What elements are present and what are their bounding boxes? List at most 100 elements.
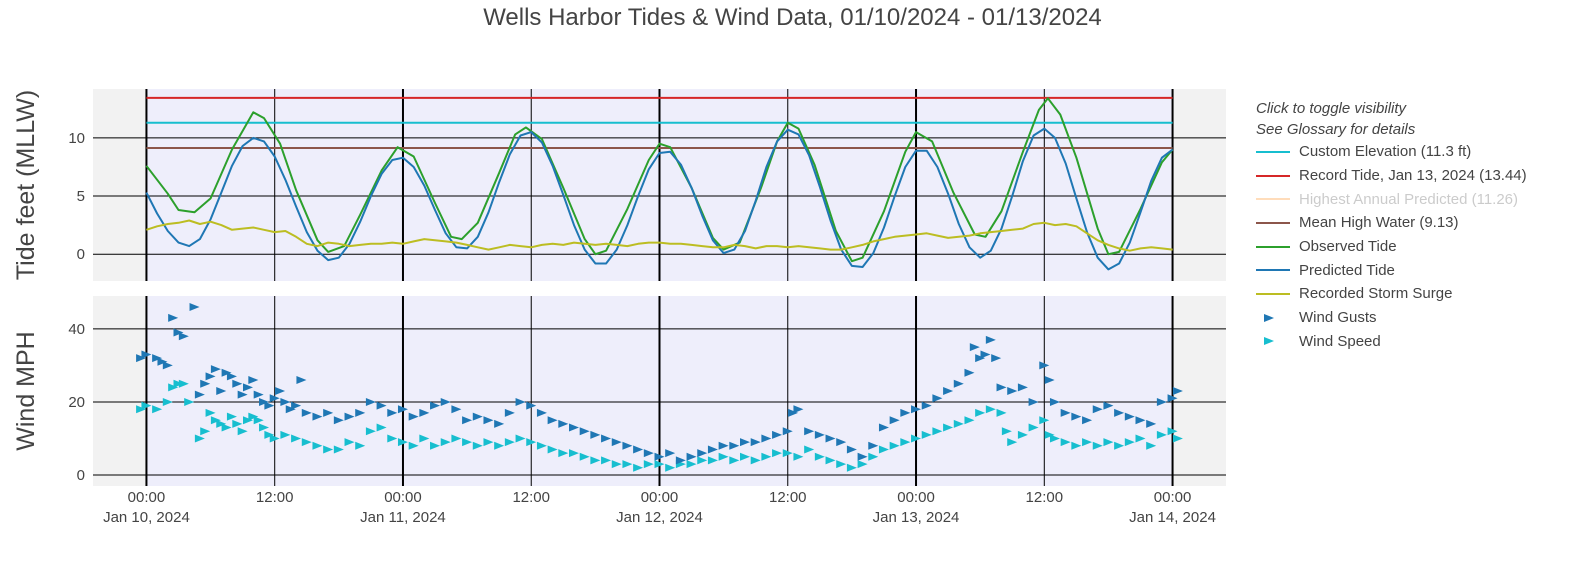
legend-item-record[interactable]: Record Tide, Jan 13, 2024 (13.44) bbox=[1256, 164, 1527, 188]
legend-swatch-surge bbox=[1256, 286, 1290, 302]
gust-point bbox=[590, 430, 601, 439]
gust-point bbox=[194, 390, 205, 399]
speed-point bbox=[184, 397, 195, 406]
gust-point bbox=[793, 405, 804, 414]
legend-item-predicted[interactable]: Predicted Tide bbox=[1256, 258, 1527, 282]
wind-y-axis-label: Wind MPH bbox=[12, 331, 40, 450]
speed-point bbox=[857, 460, 868, 469]
speed-point bbox=[654, 460, 665, 469]
speed-point bbox=[911, 434, 922, 443]
gust-point bbox=[921, 401, 932, 410]
legend-swatch-custom bbox=[1256, 144, 1290, 160]
speed-point bbox=[1156, 430, 1167, 439]
tide-panel: 0 5 10 bbox=[68, 89, 1226, 281]
legend-item-speed[interactable]: Wind Speed bbox=[1256, 330, 1527, 354]
x-tick-date-label: Jan 14, 2024 bbox=[1129, 509, 1216, 526]
gust-point bbox=[221, 368, 232, 377]
legend-item-observed[interactable]: Observed Tide bbox=[1256, 235, 1527, 259]
gust-point bbox=[985, 335, 996, 344]
speed-point bbox=[804, 445, 815, 454]
speed-point bbox=[1124, 438, 1135, 447]
speed-point bbox=[943, 423, 954, 432]
triangle-marker-icon bbox=[1264, 313, 1274, 322]
gust-point bbox=[911, 405, 922, 414]
predicted-line bbox=[145, 127, 1174, 271]
gust-point bbox=[878, 423, 889, 432]
x-axis: 00:00 Jan 10, 2024 12:00 00:00 Jan 11, 2024 1… bbox=[103, 489, 1216, 526]
tide-y-axis-label: Tide feet (MLLW) bbox=[12, 90, 40, 280]
legend-item-mhw[interactable]: Mean High Water (9.13) bbox=[1256, 211, 1527, 235]
gust-point bbox=[761, 434, 772, 443]
gust-point bbox=[248, 376, 259, 385]
chart-title: Wells Harbor Tides & Wind Data, 01/10/20… bbox=[483, 4, 1102, 31]
legend-item-custom[interactable]: Custom Elevation (11.3 ft) bbox=[1256, 140, 1527, 164]
speed-point bbox=[547, 445, 558, 454]
x-tick-label: 00:00 bbox=[384, 489, 422, 506]
speed-point bbox=[504, 438, 515, 447]
speed-point bbox=[1146, 441, 1157, 450]
gust-point bbox=[654, 452, 665, 461]
y-tick-label: 0 bbox=[77, 246, 85, 263]
speed-point bbox=[515, 434, 526, 443]
legend-item-surge[interactable]: Recorded Storm Surge bbox=[1256, 282, 1527, 306]
speed-point bbox=[1007, 438, 1018, 447]
gust-point bbox=[772, 430, 783, 439]
speed-point bbox=[323, 445, 334, 454]
speed-point bbox=[237, 427, 248, 436]
legend-item-hap[interactable]: Highest Annual Predicted (11.26) bbox=[1256, 187, 1527, 211]
gust-point bbox=[451, 405, 462, 414]
speed-point bbox=[1172, 434, 1183, 443]
gust-point bbox=[601, 434, 612, 443]
speed-point bbox=[536, 441, 547, 450]
speed-point bbox=[387, 434, 398, 443]
gust-point bbox=[1082, 416, 1093, 425]
legend-label: Predicted Tide bbox=[1299, 261, 1395, 279]
speed-point bbox=[333, 445, 344, 454]
legend-label: Recorded Storm Surge bbox=[1299, 285, 1453, 303]
y-tick-label: 5 bbox=[77, 188, 85, 205]
speed-point bbox=[312, 441, 323, 450]
plot-band-left bbox=[93, 89, 147, 281]
observed-line bbox=[145, 97, 1174, 263]
speed-point bbox=[1017, 430, 1028, 439]
speed-point bbox=[964, 416, 975, 425]
speed-point bbox=[397, 438, 408, 447]
legend-item-gust[interactable]: Wind Gusts bbox=[1256, 306, 1527, 330]
gust-point bbox=[1007, 387, 1018, 395]
legend-label: Observed Tide bbox=[1299, 238, 1397, 256]
gust-point bbox=[253, 390, 264, 399]
speed-point bbox=[248, 412, 259, 421]
gust-point bbox=[675, 456, 686, 465]
gust-point bbox=[782, 427, 793, 436]
gust-point bbox=[173, 328, 184, 337]
y-tick-label: 40 bbox=[68, 321, 85, 338]
speed-point bbox=[226, 412, 237, 421]
speed-point bbox=[462, 438, 473, 447]
speed-point bbox=[579, 452, 590, 461]
gust-point bbox=[269, 394, 280, 403]
gust-point bbox=[568, 423, 579, 432]
speed-point bbox=[1114, 441, 1125, 450]
legend-swatch-hap bbox=[1256, 191, 1290, 207]
legend: Click to toggle visibility See Glossary … bbox=[1256, 98, 1527, 353]
gust-point bbox=[242, 383, 253, 392]
speed-point bbox=[430, 441, 441, 450]
speed-point bbox=[221, 423, 232, 432]
speed-point bbox=[568, 449, 579, 458]
x-tick-label: 12:00 bbox=[256, 489, 294, 506]
speed-point bbox=[1060, 438, 1071, 447]
speed-point bbox=[264, 430, 275, 439]
wind-panel: 0 20 40 bbox=[68, 296, 1226, 486]
gust-point bbox=[836, 438, 847, 447]
gust-point bbox=[857, 452, 868, 461]
gust-point bbox=[152, 354, 163, 363]
gust-point bbox=[1017, 383, 1028, 392]
speed-point bbox=[178, 379, 189, 388]
gust-point bbox=[226, 372, 237, 381]
gust-point bbox=[291, 401, 302, 410]
gust-point bbox=[168, 313, 179, 322]
speed-point bbox=[611, 460, 622, 469]
gust-point bbox=[205, 372, 216, 381]
gust-point bbox=[162, 361, 173, 370]
speed-point bbox=[643, 460, 654, 469]
